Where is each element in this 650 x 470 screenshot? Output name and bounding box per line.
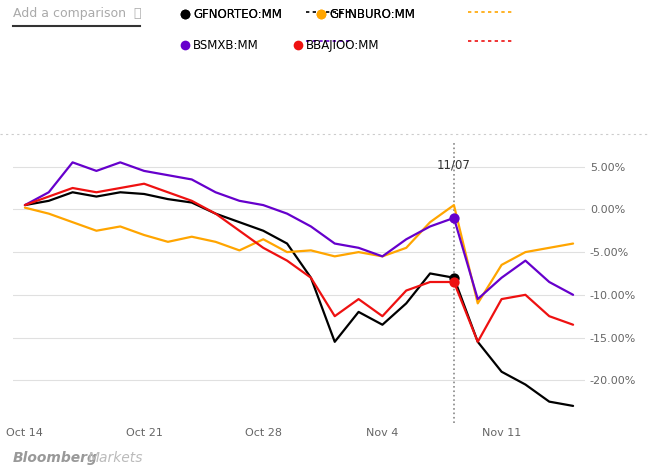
Legend: GFNORTEO:MM, GFINBURO:MM: GFNORTEO:MM, GFINBURO:MM bbox=[181, 8, 415, 21]
Text: Add a comparison  🔍: Add a comparison 🔍 bbox=[13, 7, 142, 20]
Legend: BSMXB:MM, BBAJIOO:MM: BSMXB:MM, BBAJIOO:MM bbox=[181, 39, 380, 52]
Text: Markets: Markets bbox=[88, 451, 143, 465]
Point bbox=[448, 278, 459, 286]
Text: 11/07: 11/07 bbox=[437, 159, 471, 172]
Point bbox=[448, 214, 459, 222]
Text: Bloomberg: Bloomberg bbox=[13, 451, 98, 465]
Point bbox=[448, 274, 459, 282]
